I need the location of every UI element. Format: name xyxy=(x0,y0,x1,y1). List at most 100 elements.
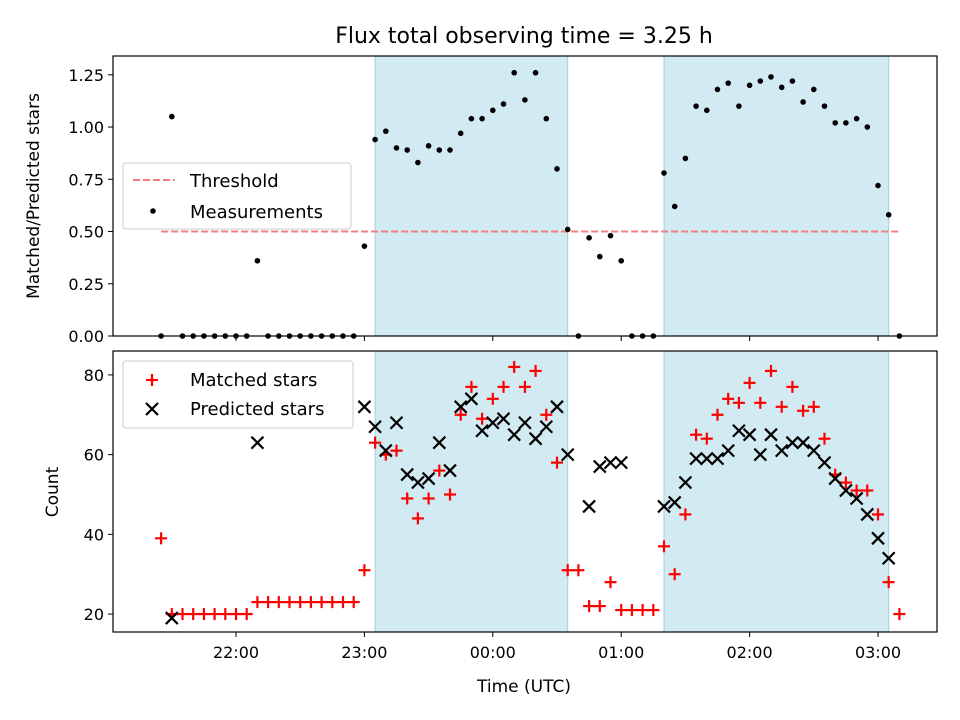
plot-marks xyxy=(155,360,906,625)
matched-point xyxy=(872,508,884,521)
predicted-point xyxy=(860,507,875,522)
y-tick-label: 80 xyxy=(84,366,104,385)
matched-point xyxy=(230,608,242,621)
matched-point xyxy=(561,564,574,577)
measurement-point xyxy=(383,128,389,135)
matched-point xyxy=(775,400,788,413)
measurement-point xyxy=(404,147,411,153)
y-tick-label: 0.50 xyxy=(68,223,104,242)
predicted-point xyxy=(828,471,842,486)
measurement-point xyxy=(746,82,753,89)
predicted-point xyxy=(817,455,832,470)
matched-point xyxy=(486,392,499,405)
matched-point xyxy=(797,404,810,417)
observing-window xyxy=(663,55,890,337)
matched-point xyxy=(743,376,756,389)
matched-point xyxy=(176,608,189,621)
predicted-point xyxy=(560,447,575,462)
xlabel: Time (UTC) xyxy=(476,677,571,697)
measurement-point xyxy=(757,78,764,84)
matched-point xyxy=(444,488,456,501)
x-tick-label: 00:00 xyxy=(470,643,516,662)
predicted-point xyxy=(165,611,179,625)
predicted-point xyxy=(785,435,800,450)
predicted-point xyxy=(689,451,703,466)
predicted-point xyxy=(411,475,425,490)
axes-ticks: 22:00 23:00 00:00 01:00 02:00 03:00 20 40 60 80 xyxy=(84,366,901,662)
predicted-point xyxy=(432,435,447,450)
legend-matched-label: Matched stars xyxy=(190,370,317,391)
predicted-point xyxy=(539,419,554,434)
predicted-point xyxy=(550,400,564,414)
measurement-point xyxy=(821,103,828,109)
matched-point xyxy=(722,392,735,405)
measurement-point xyxy=(853,115,860,122)
predicted-point xyxy=(774,443,789,458)
measurement-point xyxy=(254,257,261,264)
matched-point xyxy=(711,408,724,421)
matched-point xyxy=(272,596,285,609)
x-tick-label: 22:00 xyxy=(213,643,259,662)
matched-point xyxy=(636,604,649,617)
matched-point xyxy=(155,532,168,545)
measurement-point xyxy=(682,155,689,162)
legend-ratio: Threshold Measurements xyxy=(122,162,352,230)
ylabel-ratio: Matched/Predicted stars xyxy=(24,93,44,299)
observing-windows xyxy=(374,350,890,633)
matched-point xyxy=(861,484,874,497)
matched-point xyxy=(529,364,542,377)
predicted-point xyxy=(496,411,511,426)
predicted-point xyxy=(389,415,404,430)
matched-point xyxy=(700,432,713,445)
matched-point xyxy=(315,596,328,609)
matched-point xyxy=(262,596,275,609)
measurement-point xyxy=(843,120,849,126)
legend-measurements-swatch xyxy=(150,208,156,214)
predicted-point xyxy=(593,459,607,474)
measurement-point xyxy=(671,203,678,210)
measurement-point xyxy=(425,143,432,149)
y-tick-label: 1.25 xyxy=(68,66,104,85)
measurement-point xyxy=(661,170,667,176)
measurement-point xyxy=(800,99,806,105)
matched-point xyxy=(240,608,253,621)
chart-title: Flux total observing time = 3.25 h xyxy=(335,24,713,49)
matched-point xyxy=(283,596,296,609)
measurement-point xyxy=(532,69,539,76)
predicted-point xyxy=(881,551,896,566)
measurement-point xyxy=(864,124,871,130)
panel-ratio: 0.00 0.25 0.50 0.75 1.00 1.25 Matched/Predict… xyxy=(24,55,938,346)
legend-box xyxy=(122,360,354,429)
matched-point xyxy=(765,364,777,377)
x-tick-label: 23:00 xyxy=(341,643,387,662)
matched-point xyxy=(786,380,799,393)
measurement-point xyxy=(586,234,592,241)
legend-box xyxy=(122,162,352,230)
matched-point xyxy=(433,464,446,477)
matched-point xyxy=(390,444,403,457)
measurement-point xyxy=(832,120,838,126)
measurement-point xyxy=(554,166,560,172)
ylabel-count: Count xyxy=(43,466,63,517)
predicted-point xyxy=(678,475,693,490)
predicted-point xyxy=(721,443,735,458)
measurement-point xyxy=(500,101,507,107)
matched-point xyxy=(304,596,317,609)
matched-point xyxy=(668,568,681,581)
matched-point xyxy=(807,400,820,413)
predicted-point xyxy=(357,400,372,414)
matched-point xyxy=(647,604,660,617)
legend-threshold-label: Threshold xyxy=(189,171,279,192)
measurement-point xyxy=(436,147,443,153)
measurement-point xyxy=(564,226,571,233)
predicted-point xyxy=(582,499,596,514)
matched-point xyxy=(497,380,510,393)
y-tick-label: 60 xyxy=(84,446,104,465)
measurement-point xyxy=(736,103,742,109)
matched-point xyxy=(358,564,371,577)
predicted-point xyxy=(528,431,543,446)
matched-point xyxy=(732,396,745,409)
matched-point xyxy=(219,608,232,621)
predicted-point xyxy=(603,455,618,470)
